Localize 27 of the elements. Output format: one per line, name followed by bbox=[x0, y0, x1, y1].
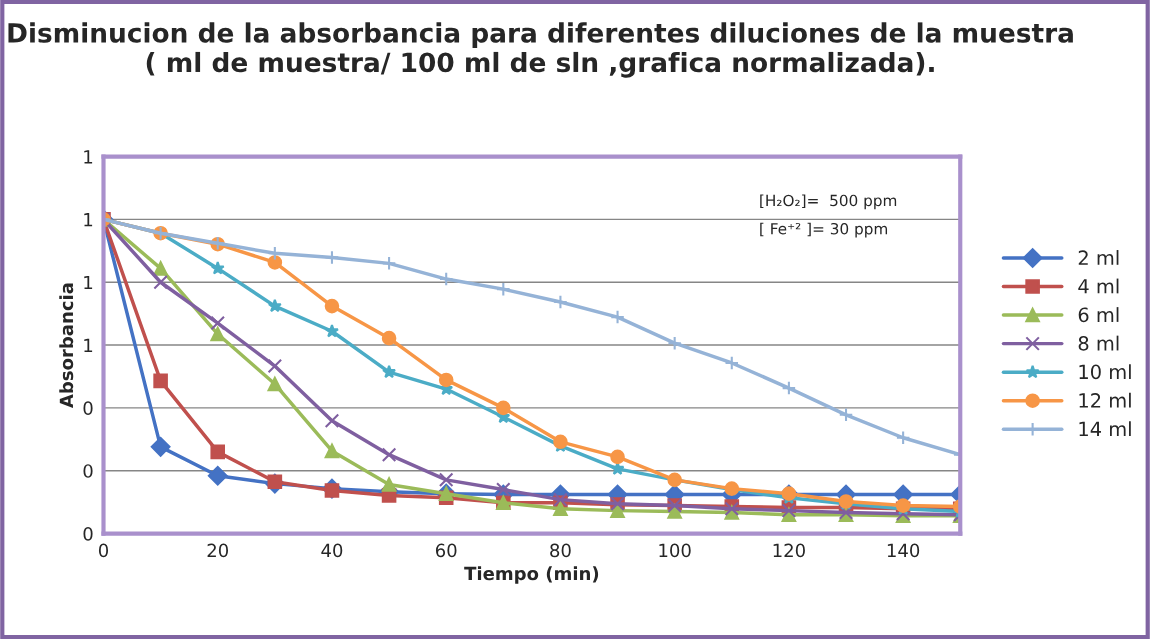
chart-title: Disminucion de la absorbancia para diferentes diluciones de la muestra ( ml de muestra/ 100 ml de sln ,grafica normalizada). bbox=[8, 22, 1073, 78]
y-tick-label: 1 bbox=[84, 275, 93, 290]
y-tick-label: 1 bbox=[84, 338, 93, 352]
legend-label: 4 ml bbox=[1078, 278, 1119, 294]
y-tick-label: 1 bbox=[84, 150, 93, 164]
x-axis-title: Tiempo (min) bbox=[464, 566, 599, 584]
y-tick-label: 0 bbox=[83, 527, 93, 541]
annotation: [H₂O₂]= 500 ppm bbox=[760, 194, 897, 210]
x-tick-label: 40 bbox=[321, 543, 343, 558]
legend-label: 10 ml bbox=[1079, 364, 1131, 380]
x-tick-label: 140 bbox=[887, 543, 920, 558]
x-tick-label: 100 bbox=[659, 543, 691, 558]
legend-label: 2 ml bbox=[1078, 250, 1119, 265]
legend-label: 8 ml bbox=[1078, 335, 1119, 351]
y-tick-label: 0 bbox=[83, 464, 93, 478]
legend-label: 12 ml bbox=[1079, 392, 1131, 408]
legend-label: 14 ml bbox=[1079, 421, 1131, 437]
x-tick-label: 20 bbox=[207, 543, 229, 558]
y-tick-label: 0 bbox=[83, 401, 93, 416]
x-tick-label: 0 bbox=[98, 543, 109, 558]
y-tick-label: 1 bbox=[84, 213, 93, 227]
legend-label: 6 ml bbox=[1078, 307, 1119, 323]
y-axis-title: Absorbancia bbox=[59, 283, 74, 408]
x-tick-label: 120 bbox=[773, 543, 805, 558]
x-tick-label: 80 bbox=[550, 543, 571, 558]
x-tick-label: 60 bbox=[435, 543, 457, 558]
annotation: [ Fe⁺² ]= 30 ppm bbox=[760, 222, 888, 238]
